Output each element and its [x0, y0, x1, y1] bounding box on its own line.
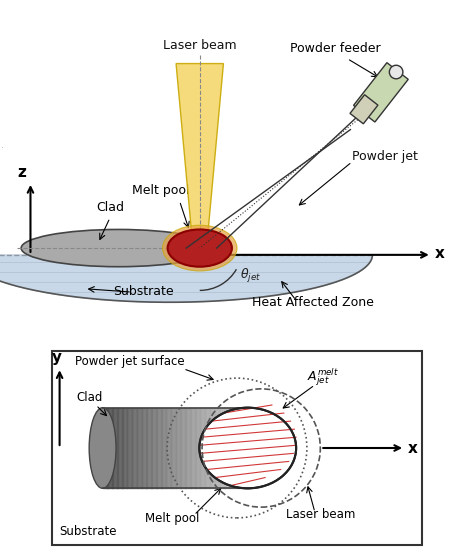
Text: Laser beam: Laser beam [163, 39, 237, 52]
Text: x: x [408, 441, 418, 456]
Text: Substrate: Substrate [60, 525, 117, 538]
Ellipse shape [200, 408, 296, 488]
Ellipse shape [21, 230, 216, 267]
Text: Powder jet surface: Powder jet surface [75, 354, 184, 368]
Text: x: x [435, 246, 445, 262]
Text: Melt pool: Melt pool [146, 512, 200, 525]
Text: Clad: Clad [76, 391, 102, 404]
FancyBboxPatch shape [52, 351, 422, 545]
Polygon shape [354, 63, 408, 122]
Text: Heat Affected Zone: Heat Affected Zone [252, 296, 374, 309]
Text: $\theta_{jet}$: $\theta_{jet}$ [240, 267, 262, 284]
Ellipse shape [168, 230, 232, 267]
Text: $A_{jet}^{melt}$: $A_{jet}^{melt}$ [307, 367, 339, 388]
Text: Powder jet: Powder jet [352, 150, 418, 163]
Polygon shape [0, 255, 373, 302]
Polygon shape [176, 64, 223, 248]
Circle shape [389, 66, 403, 79]
Text: Laser beam: Laser beam [286, 508, 355, 521]
Text: Powder feeder: Powder feeder [290, 42, 381, 55]
Text: Substrate: Substrate [114, 286, 174, 298]
Ellipse shape [89, 408, 116, 488]
Text: y: y [52, 350, 62, 365]
Ellipse shape [163, 225, 237, 271]
Text: Melt pool: Melt pool [132, 184, 190, 197]
Text: z: z [17, 165, 26, 180]
Text: Clad: Clad [96, 201, 124, 214]
Polygon shape [350, 95, 378, 124]
Ellipse shape [234, 408, 261, 488]
